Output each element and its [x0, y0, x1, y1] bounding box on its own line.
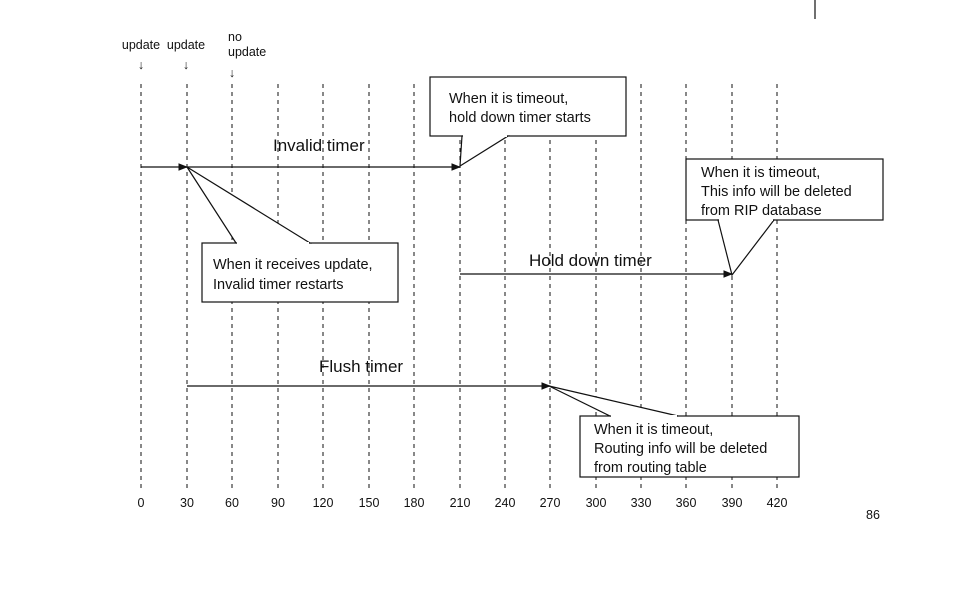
- callout-line: This info will be deleted: [701, 184, 852, 200]
- top-label-text: update: [167, 38, 205, 52]
- time-tick-label: 390: [722, 496, 743, 510]
- down-arrow-icon: ↓: [138, 58, 144, 72]
- callout-hold-down-timeout: When it is timeout, This info will be de…: [685, 158, 884, 277]
- top-label-text: update: [122, 38, 160, 52]
- time-tick-label: 330: [631, 496, 652, 510]
- time-axis: 0 30 60 90 120 150 180 210 240 270 300 330 360 390 420: [138, 496, 788, 510]
- time-tick-label: 210: [450, 496, 471, 510]
- callout-line: Routing info will be deleted: [594, 441, 767, 457]
- down-arrow-icon: ↓: [183, 58, 189, 72]
- hold-down-timer-label: Hold down timer: [529, 251, 652, 270]
- top-label-update-0: update ↓: [122, 38, 160, 72]
- time-tick-label: 60: [225, 496, 239, 510]
- time-tick-label: 180: [404, 496, 425, 510]
- callout-line: from routing table: [594, 460, 707, 476]
- callout-line: from RIP database: [701, 203, 822, 219]
- time-tick-label: 360: [676, 496, 697, 510]
- callout-line: When it receives update,: [213, 257, 373, 273]
- time-tick-label: 300: [586, 496, 607, 510]
- callout-line: Invalid timer restarts: [213, 277, 344, 293]
- invalid-timer-label: Invalid timer: [273, 136, 365, 155]
- page-number: 86: [866, 508, 880, 522]
- time-tick-label: 150: [359, 496, 380, 510]
- callout-line: hold down timer starts: [449, 110, 591, 126]
- time-tick-label: 0: [138, 496, 145, 510]
- time-tick-label: 30: [180, 496, 194, 510]
- callout-line: When it is timeout,: [701, 165, 820, 181]
- top-label-text: update: [228, 45, 266, 59]
- top-label-text: no: [228, 30, 242, 44]
- time-tick-label: 240: [495, 496, 516, 510]
- flush-timer-label: Flush timer: [319, 357, 403, 376]
- time-tick-label: 270: [540, 496, 561, 510]
- callout-line: When it is timeout,: [594, 422, 713, 438]
- time-tick-label: 120: [313, 496, 334, 510]
- top-label-update-30: update ↓: [167, 38, 205, 72]
- time-tick-label: 420: [767, 496, 788, 510]
- down-arrow-icon: ↓: [229, 66, 235, 80]
- top-label-no-update-60: no update ↓: [228, 30, 266, 80]
- callout-invalid-timeout: When it is timeout, hold down timer star…: [429, 76, 627, 168]
- time-tick-label: 90: [271, 496, 285, 510]
- callout-receives-update: When it receives update, Invalid timer r…: [186, 166, 399, 303]
- callout-flush-timeout: When it is timeout, Routing info will be…: [548, 385, 800, 478]
- callout-line: When it is timeout,: [449, 91, 568, 107]
